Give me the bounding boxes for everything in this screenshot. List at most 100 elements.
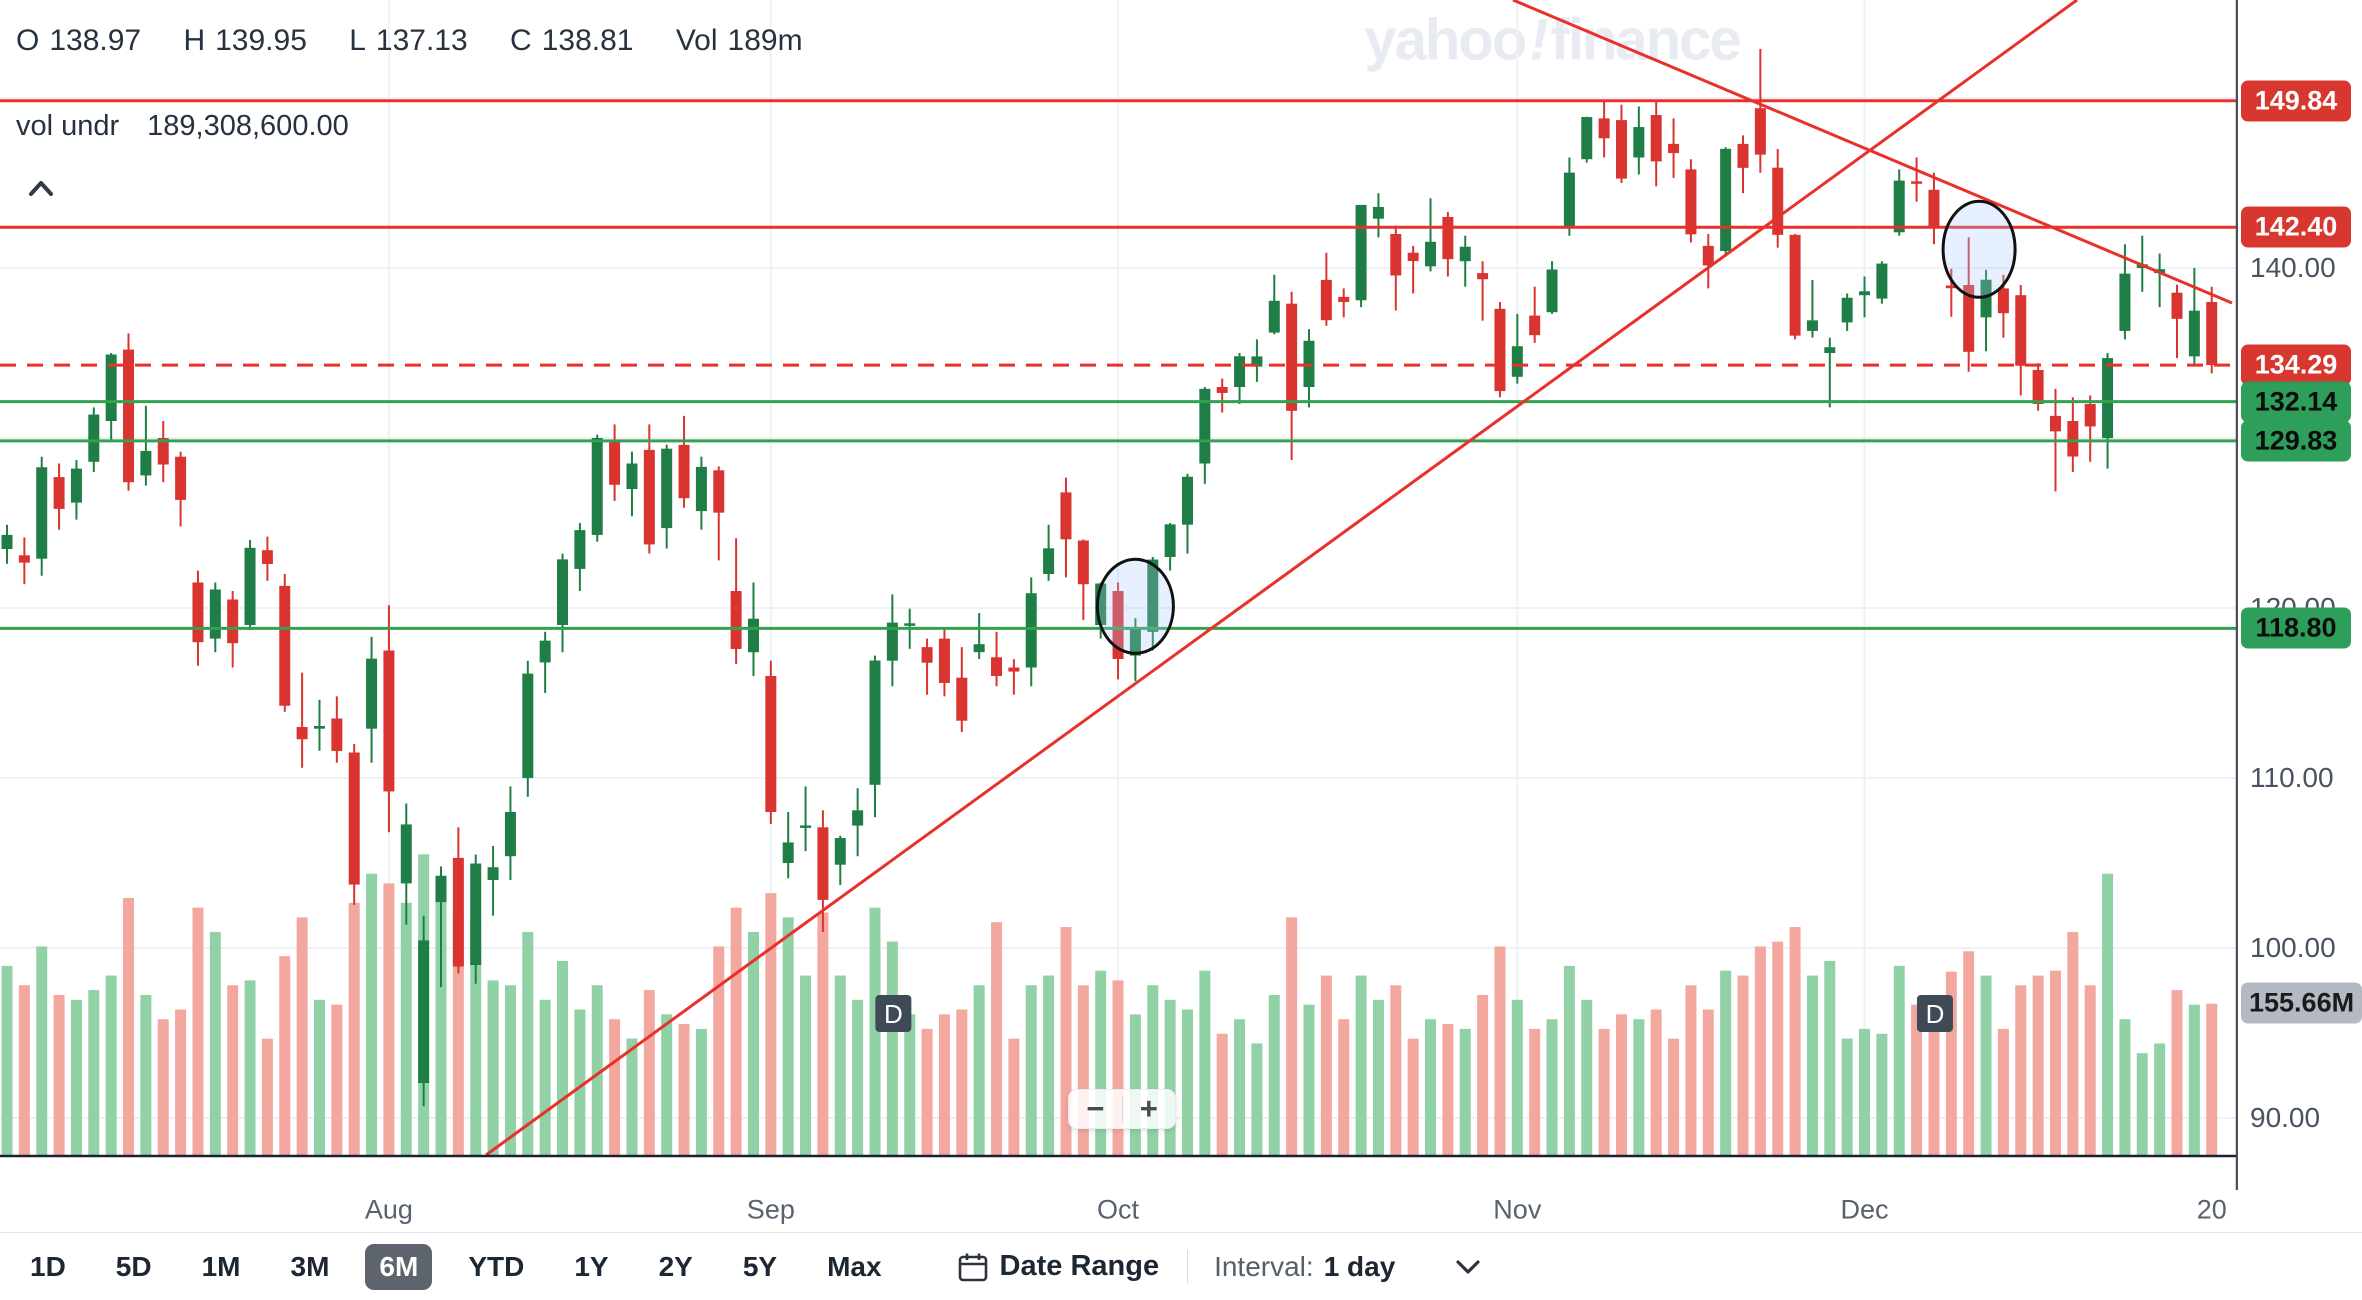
candle-body [1511,346,1523,377]
candle-body [331,718,343,751]
dividend-marker[interactable] [875,995,912,1032]
price-level-badge-134.29[interactable]: 134.29 [2241,344,2351,386]
range-button-3m[interactable]: 3M [290,1250,330,1282]
price-level-badge-129.83[interactable]: 129.83 [2241,420,2351,462]
candle-body [140,450,152,476]
x-axis-label-20: 20 [2196,1194,2227,1225]
x-axis-label-Dec: Dec [1840,1194,1889,1225]
ellipse-dec-pullback[interactable] [1941,199,2017,299]
candle-body [1789,234,1801,336]
candle-body [1911,181,1923,184]
volume-bar [487,980,499,1155]
candle-body [487,867,499,880]
candle-body [209,589,221,639]
x-axis-label-Oct: Oct [1097,1194,1140,1225]
candle-body [678,444,690,499]
volume-bar [574,1009,586,1155]
volume-bar [123,897,135,1155]
candle-body [296,727,308,740]
interval-value[interactable]: 1 day [1323,1250,1396,1282]
volume-bar [2049,970,2061,1155]
candle-body [1286,303,1298,411]
price-level-badge-142.40[interactable]: 142.40 [2241,206,2351,248]
candle-body [695,466,707,512]
candle-body [1737,143,1749,168]
range-button-5d[interactable]: 5D [115,1250,152,1282]
range-button-2y[interactable]: 2Y [658,1250,693,1282]
volume-bar [921,1028,933,1155]
volume-bar [1459,1028,1471,1155]
volume-bar [157,1019,169,1155]
chevron-down-icon[interactable] [1455,1259,1481,1275]
candle-body [1164,524,1176,557]
candle-body [1928,189,1940,227]
volume-bar [227,985,239,1155]
x-axis-label-Aug: Aug [364,1194,413,1225]
candle-body [366,658,378,729]
price-level-badge-132.14[interactable]: 132.14 [2241,381,2351,423]
volume-bar [2206,1003,2218,1155]
candle-body [1,534,13,550]
candle-body [1251,356,1263,367]
volume-bar [296,917,308,1155]
descending-resistance-trendline[interactable] [1512,0,2233,305]
ellipse-oct-lows[interactable] [1095,557,1175,655]
calendar-icon[interactable] [958,1252,988,1282]
dividend-marker[interactable] [1916,995,1953,1032]
range-button-5y[interactable]: 5Y [742,1250,778,1282]
range-button-1d[interactable]: 1D [30,1250,66,1282]
candle-body [1459,246,1471,262]
volume-bar [1789,927,1801,1155]
candle-body [435,875,447,903]
range-button-1y[interactable]: 1Y [574,1250,609,1282]
price-level-badge-118.80[interactable]: 118.80 [2241,607,2351,649]
zoom-out-button[interactable]: − [1086,1091,1105,1126]
collapse-chevron-icon[interactable] [28,178,54,200]
volume-bar [244,980,256,1155]
candle-body [539,640,551,663]
range-button-max[interactable]: Max [827,1250,882,1282]
candle-body [1199,388,1211,464]
candle-body [1893,180,1905,233]
volume-bar [522,931,534,1155]
date-range-button[interactable]: Date Range [999,1250,1160,1282]
volume-bar [1407,1038,1419,1155]
x-axis-label-Nov: Nov [1493,1194,1542,1225]
range-button-6m[interactable]: 6M [365,1243,433,1290]
range-button-1m[interactable]: 1M [201,1250,241,1282]
volume-bar [261,1038,273,1155]
price-axis-panel[interactable]: 140.00120.00110.00100.0090.00149.84142.4… [2238,0,2362,1232]
candle-body [1025,593,1037,668]
zoom-in-button[interactable]: + [1139,1091,1158,1126]
candle-body [2188,310,2200,357]
candle-body [1841,297,1853,323]
candle-body [192,582,204,643]
volume-bar [938,1014,950,1155]
volume-bar [313,999,325,1155]
candle-body [1043,548,1055,574]
volume-bar [366,873,378,1155]
candle-body [313,725,325,729]
volume-bar [539,999,551,1155]
volume-bar [1511,999,1523,1155]
volume-bar [2136,1053,2148,1155]
volume-bar [956,1009,968,1155]
candle-body [1633,127,1645,158]
volume-bar [869,907,881,1155]
candle-body [1824,347,1836,353]
candle-body [834,838,846,865]
volume-bar [470,922,482,1155]
volume-bar [348,902,360,1155]
volume-bar [2067,931,2079,1155]
candle-body [452,857,464,967]
range-button-ytd[interactable]: YTD [468,1250,525,1282]
volume-bar [661,1014,673,1155]
candle-body [643,449,655,545]
candle-body [1181,476,1193,525]
price-level-badge-149.84[interactable]: 149.84 [2241,80,2351,122]
ascending-support-trendline[interactable] [485,0,2078,1157]
volume-bar [504,985,516,1155]
volume-bar [1859,1028,1871,1155]
candle-body [1129,627,1141,656]
